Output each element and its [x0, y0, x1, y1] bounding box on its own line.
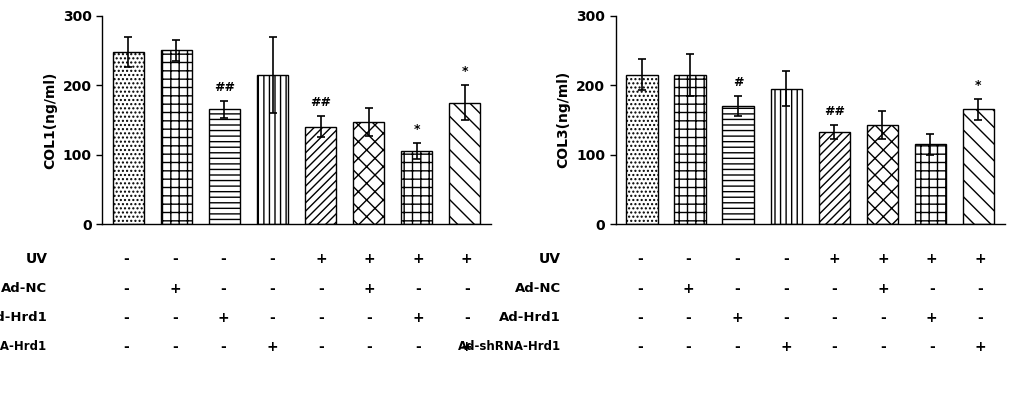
- Text: *: *: [413, 123, 420, 136]
- Text: Ad-shRNA-Hrd1: Ad-shRNA-Hrd1: [458, 340, 560, 353]
- Text: -: -: [734, 340, 740, 354]
- Text: -: -: [172, 252, 177, 266]
- Text: +: +: [266, 340, 278, 354]
- Text: +: +: [876, 281, 888, 296]
- Text: -: -: [976, 311, 982, 325]
- Text: -: -: [637, 252, 642, 266]
- Bar: [113, 52, 144, 224]
- Text: -: -: [269, 311, 275, 325]
- Text: -: -: [879, 340, 886, 354]
- Text: -: -: [637, 281, 642, 296]
- Text: -: -: [734, 281, 740, 296]
- Text: -: -: [637, 311, 642, 325]
- Text: -: -: [464, 281, 469, 296]
- Text: Ad-Hrd1: Ad-Hrd1: [0, 311, 48, 324]
- Text: +: +: [973, 340, 985, 354]
- Bar: [721, 106, 753, 224]
- Text: -: -: [123, 311, 129, 325]
- Y-axis label: COL1(ng/ml): COL1(ng/ml): [43, 71, 57, 169]
- Text: -: -: [220, 340, 226, 354]
- Text: -: -: [685, 311, 691, 325]
- Text: -: -: [928, 281, 933, 296]
- Text: -: -: [318, 340, 323, 354]
- Bar: [769, 89, 801, 224]
- Text: ##: ##: [214, 81, 234, 94]
- Text: Ad-shRNA-Hrd1: Ad-shRNA-Hrd1: [0, 340, 48, 353]
- Text: -: -: [685, 340, 691, 354]
- Text: Ad-NC: Ad-NC: [1, 282, 48, 295]
- Text: ##: ##: [310, 96, 331, 110]
- Text: -: -: [783, 252, 788, 266]
- Bar: [674, 75, 705, 224]
- Text: -: -: [318, 281, 323, 296]
- Text: +: +: [827, 252, 840, 266]
- Text: -: -: [734, 252, 740, 266]
- Text: +: +: [412, 311, 424, 325]
- Text: -: -: [172, 340, 177, 354]
- Text: *: *: [974, 79, 980, 92]
- Text: -: -: [464, 311, 469, 325]
- Text: -: -: [220, 252, 226, 266]
- Text: +: +: [461, 252, 472, 266]
- Bar: [305, 127, 336, 224]
- Text: -: -: [830, 340, 837, 354]
- Text: -: -: [830, 311, 837, 325]
- Text: +: +: [925, 252, 936, 266]
- Bar: [257, 75, 287, 224]
- Text: ##: ##: [823, 105, 844, 118]
- Text: -: -: [685, 252, 691, 266]
- Text: +: +: [461, 340, 472, 354]
- Text: -: -: [783, 281, 788, 296]
- Text: -: -: [415, 340, 421, 354]
- Text: -: -: [269, 252, 275, 266]
- Text: +: +: [780, 340, 791, 354]
- Text: *: *: [461, 65, 468, 78]
- Text: UV: UV: [539, 252, 560, 266]
- Text: -: -: [637, 340, 642, 354]
- Text: -: -: [879, 311, 886, 325]
- Text: -: -: [366, 311, 372, 325]
- Text: -: -: [123, 340, 129, 354]
- Text: Ad-NC: Ad-NC: [515, 282, 560, 295]
- Text: +: +: [925, 311, 936, 325]
- Text: -: -: [123, 252, 129, 266]
- Text: #: #: [732, 75, 743, 89]
- Text: +: +: [876, 252, 888, 266]
- Bar: [866, 125, 897, 224]
- Text: -: -: [928, 340, 933, 354]
- Bar: [353, 122, 384, 224]
- Text: -: -: [123, 281, 129, 296]
- Text: -: -: [415, 281, 421, 296]
- Text: +: +: [682, 281, 694, 296]
- Text: -: -: [318, 311, 323, 325]
- Text: -: -: [269, 281, 275, 296]
- Text: -: -: [976, 281, 982, 296]
- Text: +: +: [412, 252, 424, 266]
- Text: +: +: [218, 311, 229, 325]
- Text: +: +: [315, 252, 326, 266]
- Y-axis label: COL3(ng/ml): COL3(ng/ml): [556, 71, 570, 169]
- Text: +: +: [364, 252, 375, 266]
- Bar: [448, 103, 480, 224]
- Bar: [400, 151, 432, 224]
- Text: -: -: [366, 340, 372, 354]
- Bar: [209, 110, 239, 224]
- Text: +: +: [731, 311, 742, 325]
- Text: UV: UV: [25, 252, 48, 266]
- Text: -: -: [783, 311, 788, 325]
- Bar: [818, 132, 849, 224]
- Text: -: -: [220, 281, 226, 296]
- Text: Ad-Hrd1: Ad-Hrd1: [499, 311, 560, 324]
- Text: +: +: [364, 281, 375, 296]
- Bar: [161, 50, 192, 224]
- Text: +: +: [169, 281, 180, 296]
- Bar: [626, 75, 657, 224]
- Text: +: +: [973, 252, 985, 266]
- Bar: [914, 144, 945, 224]
- Text: -: -: [830, 281, 837, 296]
- Text: -: -: [172, 311, 177, 325]
- Bar: [962, 110, 993, 224]
